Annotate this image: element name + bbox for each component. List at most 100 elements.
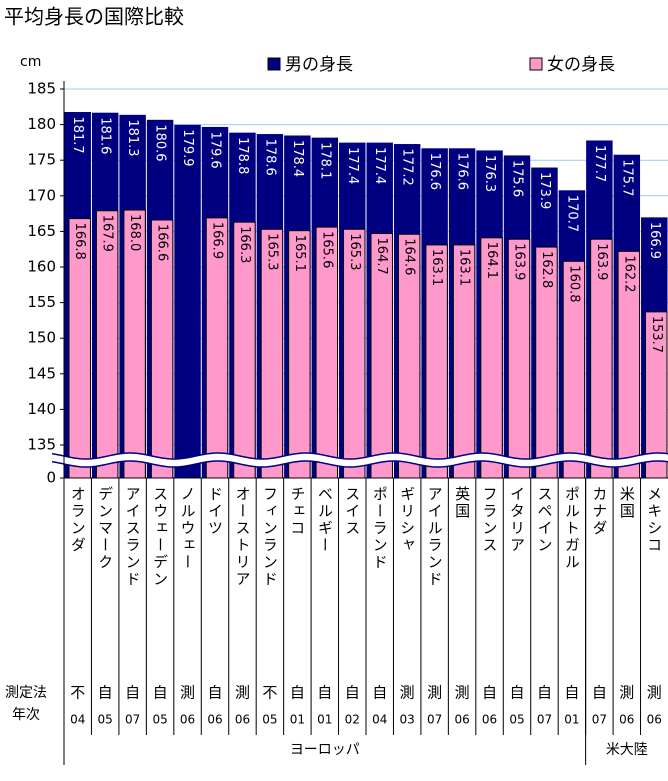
x-tick-label: チェコ bbox=[288, 486, 306, 537]
value-label: 166.8 bbox=[72, 223, 87, 260]
year-label: 06 bbox=[180, 713, 195, 727]
x-tick-label: デンマーク bbox=[96, 486, 114, 571]
year-label: 03 bbox=[400, 713, 415, 727]
value-label: 164.6 bbox=[402, 238, 417, 275]
value-label: 163.9 bbox=[594, 243, 609, 280]
x-tick-label: ベルギー bbox=[316, 486, 334, 554]
year-label: 06 bbox=[619, 713, 634, 727]
method-label: 測 bbox=[235, 684, 250, 702]
value-label: 167.9 bbox=[100, 215, 115, 252]
value-label: 177.4 bbox=[372, 147, 387, 184]
year-label: 06 bbox=[235, 713, 250, 727]
method-label: 自 bbox=[207, 684, 222, 702]
method-label: 自 bbox=[317, 684, 332, 702]
x-tick-label: スウェーデン bbox=[151, 486, 169, 588]
year-label: 04 bbox=[70, 713, 85, 727]
method-label: 自 bbox=[153, 684, 168, 702]
value-label: 163.1 bbox=[429, 249, 444, 286]
year-label: 05 bbox=[262, 713, 277, 727]
x-tick-label: ギリシャ bbox=[398, 486, 416, 554]
legend-swatch bbox=[529, 57, 543, 71]
value-label: 163.1 bbox=[457, 249, 472, 286]
x-tick-label: ポーランド bbox=[371, 486, 389, 571]
method-label: 測 bbox=[400, 684, 415, 702]
value-label: 179.9 bbox=[180, 129, 195, 166]
y-tick-label: 145 bbox=[27, 364, 56, 382]
value-label: 164.7 bbox=[374, 238, 389, 275]
y-tick-label: 160 bbox=[27, 258, 56, 276]
legend-label: 男の身長 bbox=[285, 55, 353, 75]
value-label: 181.6 bbox=[98, 117, 113, 154]
method-label: 不 bbox=[70, 684, 85, 702]
chart-title: 平均身長の国際比較 bbox=[4, 5, 184, 29]
value-label: 178.6 bbox=[262, 139, 277, 176]
x-tick-label: オランダ bbox=[69, 486, 87, 554]
method-label: 自 bbox=[564, 684, 579, 702]
method-label: 自 bbox=[345, 684, 360, 702]
year-label: 04 bbox=[372, 713, 387, 727]
value-label: 168.0 bbox=[127, 214, 142, 251]
method-label: 自 bbox=[372, 684, 387, 702]
y-tick-label: 185 bbox=[27, 80, 56, 98]
value-label: 175.7 bbox=[619, 159, 634, 196]
y-tick-label: 155 bbox=[27, 293, 56, 311]
value-label: 173.9 bbox=[537, 172, 552, 209]
year-label: 01 bbox=[564, 713, 579, 727]
x-tick-label: オーストリア bbox=[233, 486, 251, 588]
year-label: 06 bbox=[647, 713, 662, 727]
value-label: 153.7 bbox=[649, 316, 664, 353]
value-label: 178.4 bbox=[290, 140, 305, 177]
row-label: 測定法 bbox=[5, 685, 47, 701]
bar bbox=[174, 124, 201, 479]
x-tick-label: ポルトガル bbox=[563, 486, 581, 571]
value-label: 181.7 bbox=[70, 116, 85, 153]
value-label: 165.6 bbox=[319, 231, 334, 268]
year-label: 06 bbox=[454, 713, 469, 727]
year-label: 06 bbox=[207, 713, 222, 727]
x-tick-label: フィンランド bbox=[261, 486, 279, 588]
value-label: 176.6 bbox=[427, 153, 442, 190]
value-label: 162.8 bbox=[539, 251, 554, 288]
value-label: 166.3 bbox=[237, 226, 252, 263]
year-label: 06 bbox=[482, 713, 497, 727]
region-label: ヨーロッパ bbox=[290, 742, 360, 758]
year-label: 01 bbox=[317, 713, 332, 727]
value-label: 176.6 bbox=[455, 153, 470, 190]
value-label: 160.8 bbox=[566, 265, 581, 302]
method-label: 測 bbox=[427, 684, 442, 702]
year-label: 07 bbox=[427, 713, 442, 727]
value-label: 178.1 bbox=[317, 142, 332, 179]
value-label: 181.3 bbox=[125, 119, 140, 156]
value-label: 166.6 bbox=[155, 224, 170, 261]
value-label: 166.9 bbox=[210, 222, 225, 259]
x-tick-label: ノルウェー bbox=[179, 486, 197, 571]
value-label: 165.1 bbox=[292, 235, 307, 272]
value-label: 177.2 bbox=[400, 149, 415, 186]
method-label: 測 bbox=[647, 684, 662, 702]
value-label: 165.3 bbox=[347, 233, 362, 270]
legend-label: 女の身長 bbox=[547, 55, 615, 75]
y-tick-label: 175 bbox=[27, 151, 56, 169]
method-label: 自 bbox=[482, 684, 497, 702]
year-label: 05 bbox=[98, 713, 113, 727]
x-tick-label: 米国 bbox=[618, 486, 636, 520]
value-label: 176.3 bbox=[482, 155, 497, 192]
axis-break-line bbox=[51, 452, 668, 460]
axis-break-fill bbox=[52, 453, 668, 467]
x-tick-label: カナダ bbox=[590, 486, 608, 537]
method-label: 自 bbox=[125, 684, 140, 702]
year-label: 05 bbox=[152, 713, 167, 727]
year-label: 01 bbox=[290, 713, 305, 727]
y-tick-label: 150 bbox=[27, 329, 56, 347]
x-tick-label: ドイツ bbox=[206, 486, 224, 537]
year-label: 05 bbox=[509, 713, 524, 727]
x-tick-label: 英国 bbox=[453, 485, 471, 520]
value-label: 177.7 bbox=[592, 145, 607, 182]
value-label: 163.9 bbox=[512, 243, 527, 280]
year-label: 07 bbox=[125, 713, 140, 727]
legend-swatch bbox=[267, 57, 281, 71]
value-label: 180.6 bbox=[153, 124, 168, 161]
year-label: 07 bbox=[537, 713, 552, 727]
value-label: 177.4 bbox=[345, 147, 360, 184]
x-tick-label: イタリア bbox=[508, 486, 526, 554]
